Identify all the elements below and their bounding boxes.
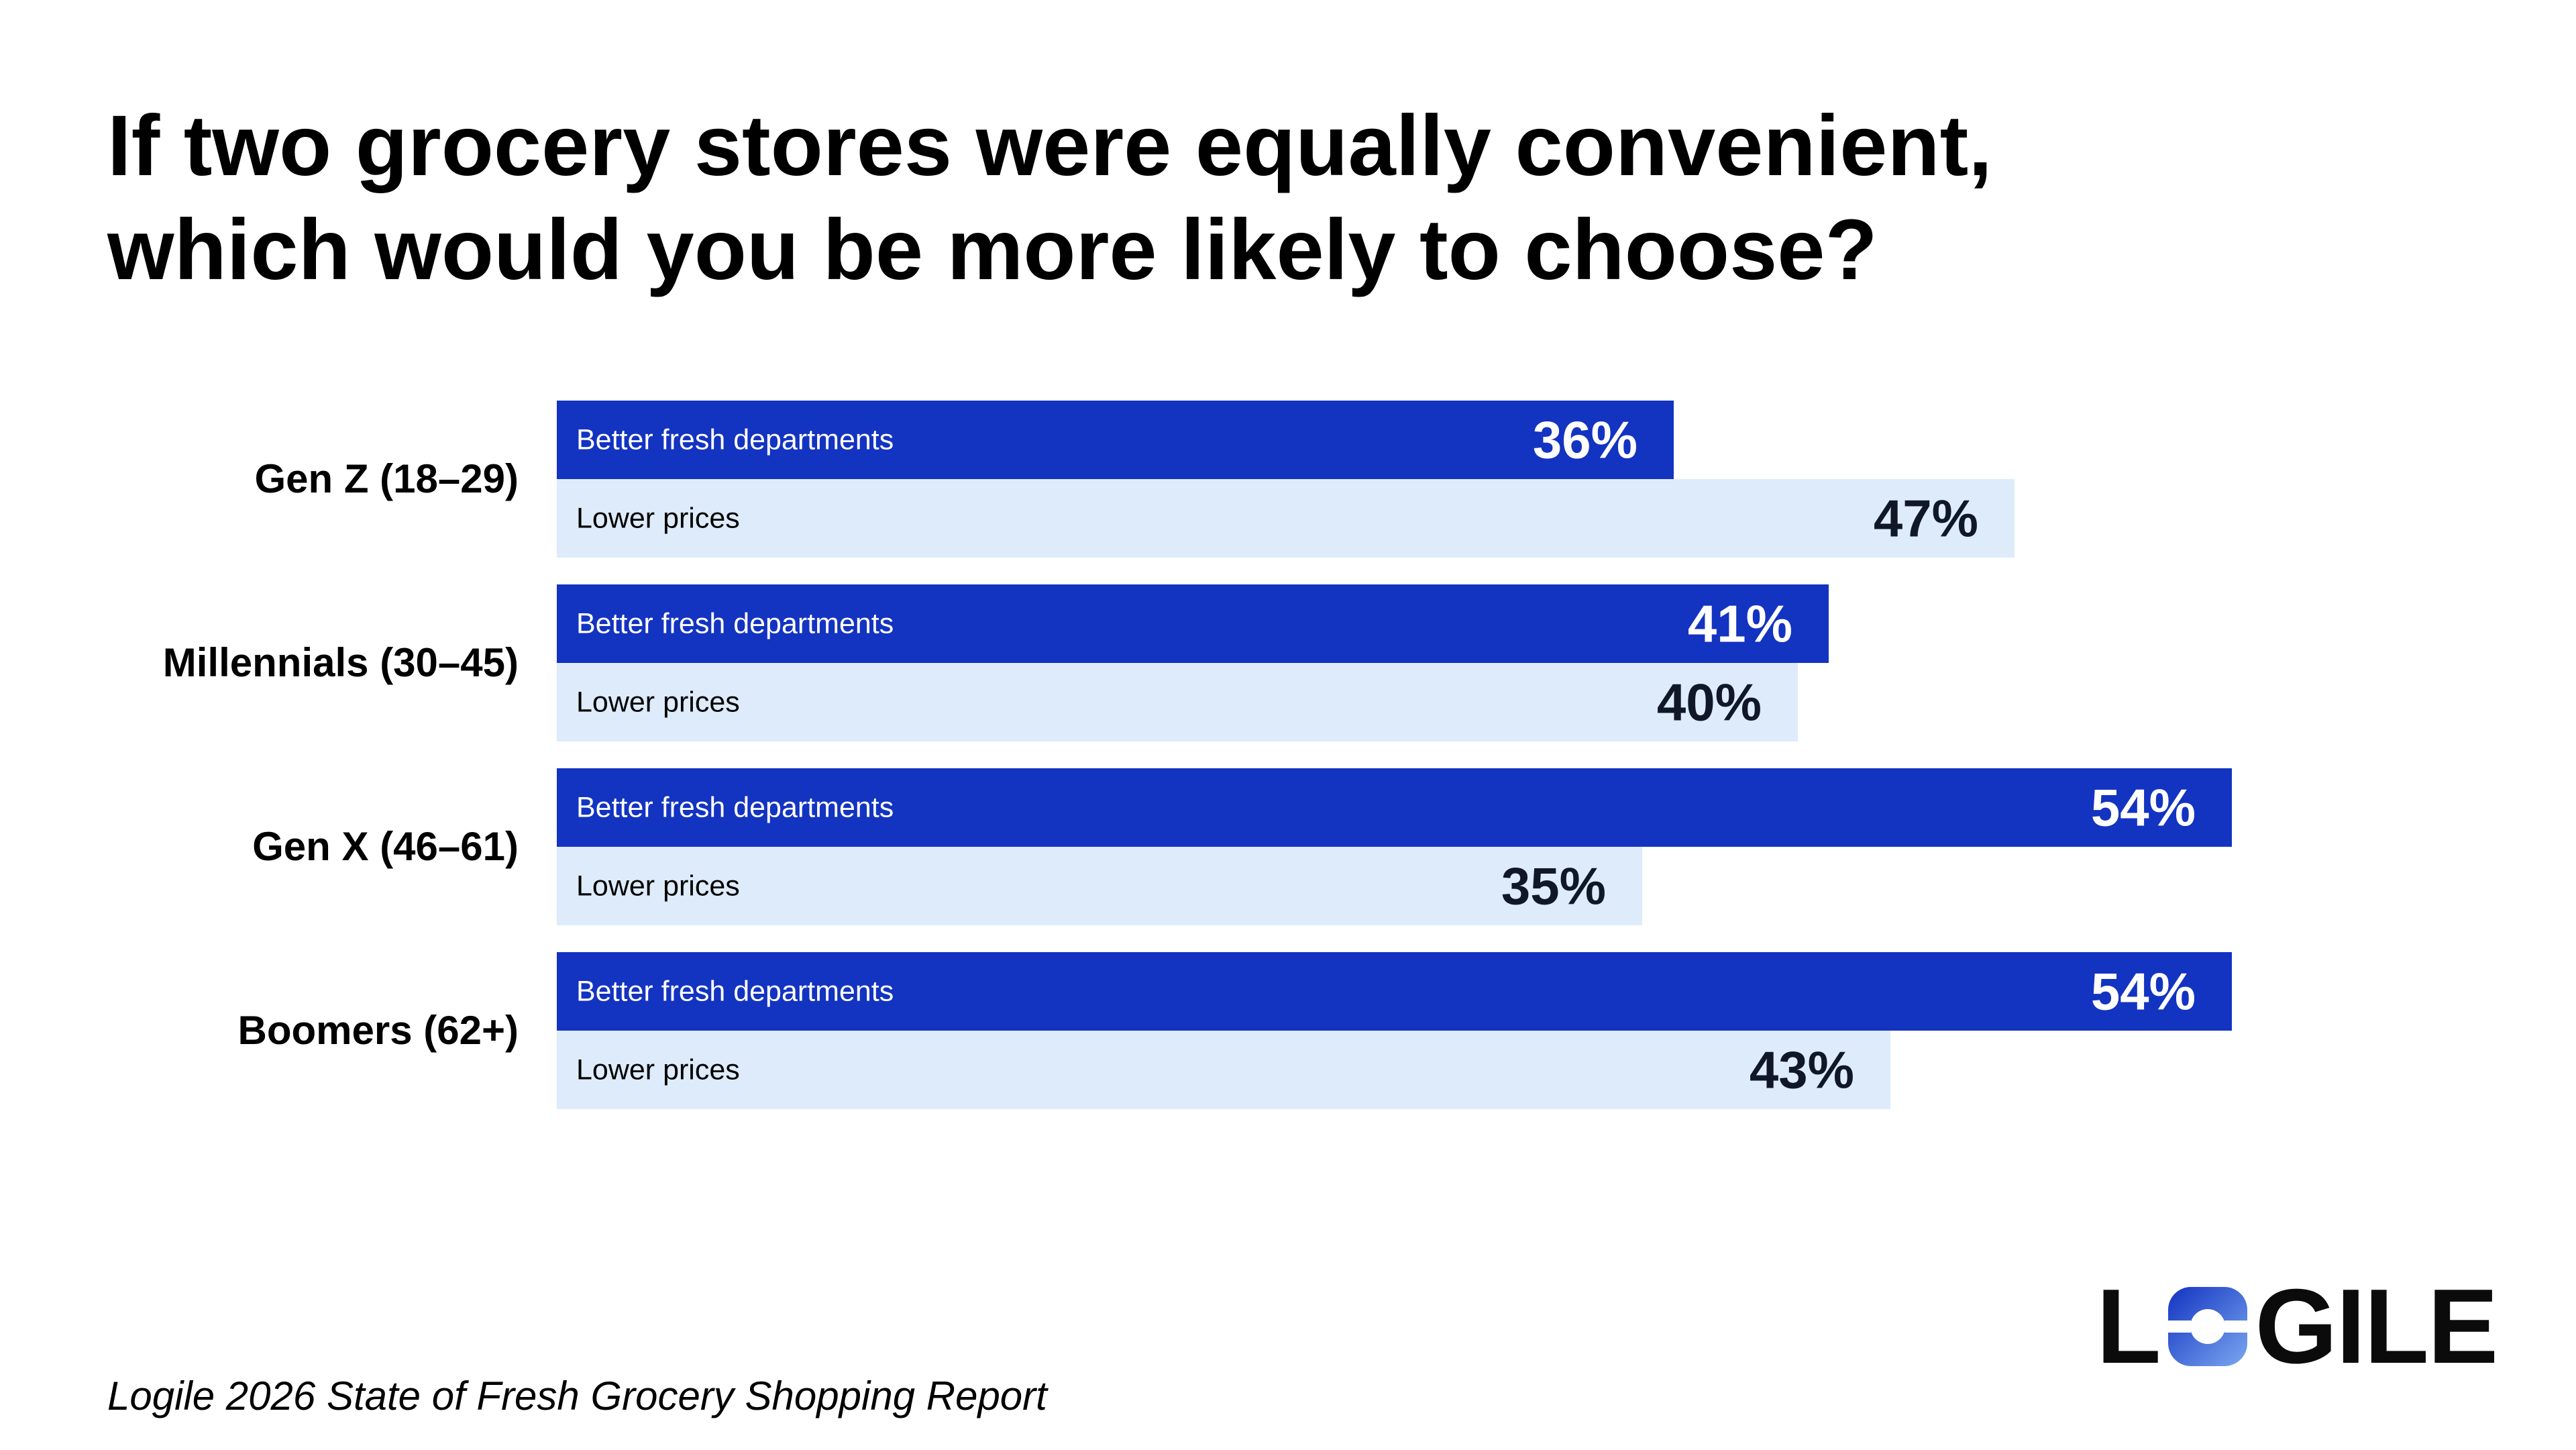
series-label: Lower prices (576, 502, 740, 534)
bar-lower-prices: Lower prices 40% (557, 663, 1798, 741)
category-label: Millennials (30–45) (162, 640, 519, 685)
bar-chart: Gen Z (18–29) Better fresh departments 36%… (162, 401, 2232, 1109)
data-label: 47% (1873, 488, 1978, 548)
series-label: Better fresh departments (576, 423, 894, 456)
chart-title: If two grocery stores were equally conve… (107, 94, 2321, 302)
logo-o-icon (2167, 1287, 2247, 1366)
logo-letter-l: L (2096, 1267, 2161, 1386)
data-label: 54% (2090, 962, 2196, 1021)
series-label: Lower prices (576, 1053, 740, 1086)
logile-logo: L GILE (2096, 1267, 2499, 1386)
bar-lower-prices: Lower prices 43% (557, 1031, 1890, 1109)
category-label: Gen X (46–61) (252, 824, 519, 869)
category-label: Gen Z (18–29) (254, 456, 519, 501)
series-label: Lower prices (576, 870, 740, 902)
data-label: 35% (1501, 856, 1606, 915)
category-label: Boomers (62+) (237, 1008, 519, 1053)
source-note: Logile 2026 State of Fresh Grocery Shopp… (107, 1374, 1047, 1418)
bar-better-fresh: Better fresh departments 36% (557, 401, 1674, 479)
series-label: Better fresh departments (576, 607, 894, 639)
data-label: 40% (1656, 672, 1762, 731)
bar-better-fresh: Better fresh departments 41% (557, 584, 1829, 663)
series-label: Better fresh departments (576, 975, 894, 1007)
title-line-2: which would you be more likely to choose… (107, 202, 1878, 298)
bar-lower-prices: Lower prices 35% (557, 847, 1642, 925)
bar-better-fresh: Better fresh departments 54% (557, 952, 2232, 1031)
series-label: Lower prices (576, 686, 740, 718)
bar-better-fresh: Better fresh departments 54% (557, 768, 2232, 847)
bar-lower-prices: Lower prices 47% (557, 479, 2015, 558)
data-label: 54% (2090, 778, 2196, 837)
data-label: 43% (1749, 1040, 1854, 1099)
title-line-1: If two grocery stores were equally conve… (107, 98, 1992, 194)
data-label: 41% (1687, 594, 1792, 653)
data-label: 36% (1532, 410, 1638, 469)
logo-letters-gile: GILE (2255, 1267, 2499, 1386)
series-label: Better fresh departments (576, 791, 894, 823)
